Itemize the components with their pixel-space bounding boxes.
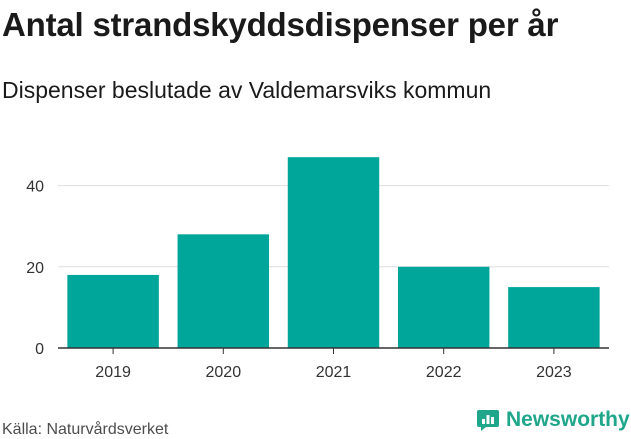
chart-title: Antal strandskyddsdispenser per år (2, 6, 559, 43)
bar (177, 234, 270, 348)
source-note: Källa: Naturvårdsverket (2, 421, 169, 438)
y-tick-label: 0 (35, 341, 44, 358)
newsworthy-icon (477, 410, 499, 431)
x-tick-label: 2019 (95, 364, 131, 381)
bar (508, 287, 600, 348)
x-tick-label: 2020 (206, 364, 242, 381)
x-tick-label: 2023 (536, 364, 572, 381)
chart-subtitle: Dispenser beslutade av Valdemarsviks kom… (2, 77, 492, 103)
x-tick-label: 2022 (426, 364, 462, 381)
y-tick-label: 40 (26, 179, 44, 196)
brand-name: Newsworthy (506, 408, 630, 431)
bar (397, 266, 490, 348)
bar (287, 157, 380, 348)
bar (67, 274, 159, 348)
brand-logo: Newsworthy (476, 408, 630, 432)
x-tick-label: 2021 (316, 364, 352, 381)
y-tick-label: 20 (26, 260, 44, 277)
